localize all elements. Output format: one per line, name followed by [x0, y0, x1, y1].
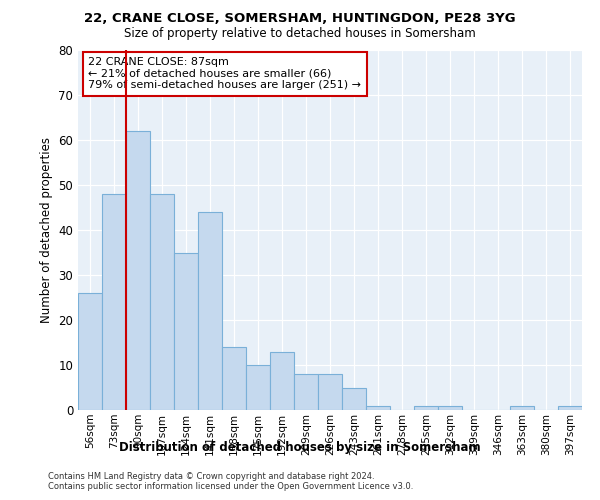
Bar — [366, 406, 390, 410]
Bar — [342, 388, 366, 410]
Text: 22, CRANE CLOSE, SOMERSHAM, HUNTINGDON, PE28 3YG: 22, CRANE CLOSE, SOMERSHAM, HUNTINGDON, … — [84, 12, 516, 26]
Text: Contains public sector information licensed under the Open Government Licence v3: Contains public sector information licen… — [48, 482, 413, 491]
Bar — [246, 365, 270, 410]
Bar — [510, 406, 534, 410]
Bar — [174, 252, 198, 410]
Text: Size of property relative to detached houses in Somersham: Size of property relative to detached ho… — [124, 28, 476, 40]
Bar — [222, 347, 246, 410]
Text: Contains HM Land Registry data © Crown copyright and database right 2024.: Contains HM Land Registry data © Crown c… — [48, 472, 374, 481]
Bar — [318, 374, 342, 410]
Bar — [102, 194, 126, 410]
Y-axis label: Number of detached properties: Number of detached properties — [40, 137, 53, 323]
Text: Distribution of detached houses by size in Somersham: Distribution of detached houses by size … — [119, 441, 481, 454]
Bar — [558, 406, 582, 410]
Bar — [150, 194, 174, 410]
Bar — [294, 374, 318, 410]
Bar — [198, 212, 222, 410]
Bar — [414, 406, 438, 410]
Bar — [438, 406, 462, 410]
Bar — [270, 352, 294, 410]
Bar — [126, 131, 150, 410]
Bar — [78, 293, 102, 410]
Text: 22 CRANE CLOSE: 87sqm
← 21% of detached houses are smaller (66)
79% of semi-deta: 22 CRANE CLOSE: 87sqm ← 21% of detached … — [88, 57, 361, 90]
